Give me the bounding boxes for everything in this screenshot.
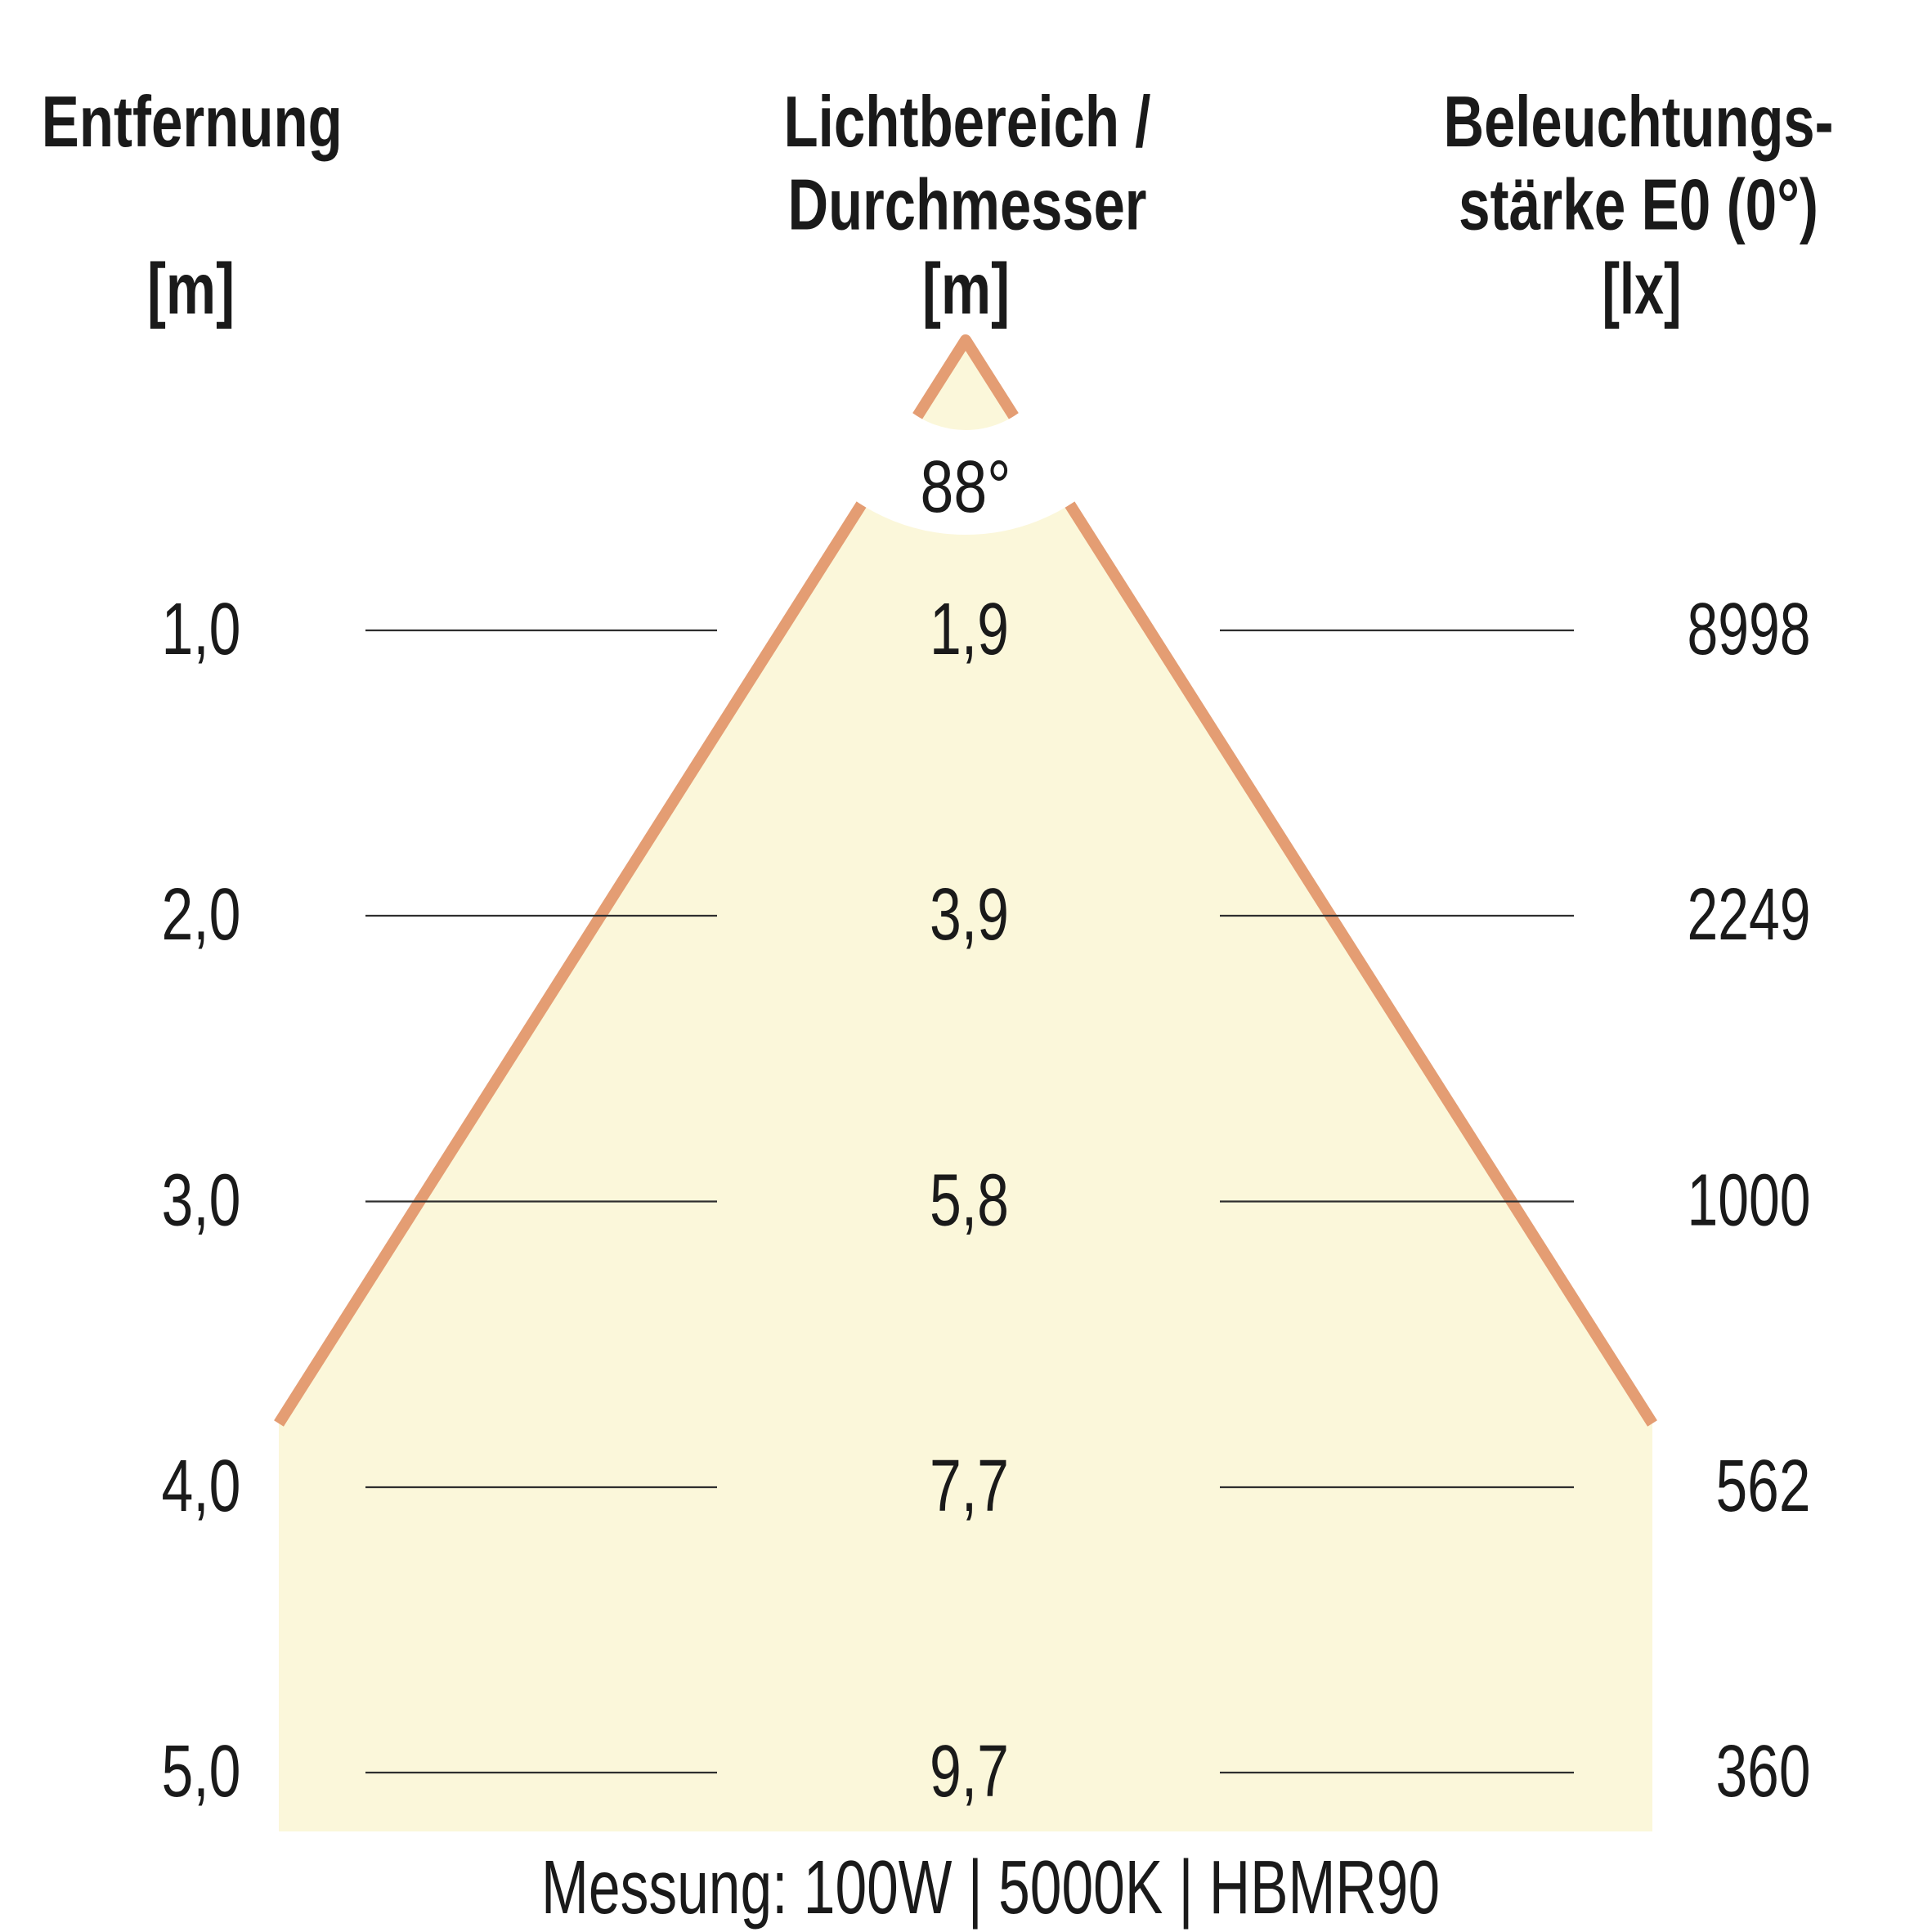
svg-text:[lx]: [lx] (1603, 249, 1682, 329)
svg-text:3,0: 3,0 (162, 1160, 241, 1242)
svg-text:360: 360 (1716, 1731, 1811, 1813)
svg-text:2249: 2249 (1688, 874, 1811, 956)
svg-text:5,0: 5,0 (162, 1731, 241, 1813)
svg-text:Messung: 100W | 5000K | HBMR90: Messung: 100W | 5000K | HBMR90 (541, 1845, 1440, 1930)
svg-text:7,7: 7,7 (930, 1446, 1009, 1527)
svg-text:8998: 8998 (1688, 589, 1811, 670)
svg-text:Entfernung: Entfernung (42, 81, 343, 162)
svg-text:9,7: 9,7 (930, 1731, 1009, 1813)
svg-text:3,9: 3,9 (930, 874, 1009, 956)
svg-text:Beleuchtungs-: Beleuchtungs- (1444, 81, 1834, 162)
svg-text:1000: 1000 (1688, 1160, 1811, 1242)
svg-text:5,8: 5,8 (930, 1160, 1009, 1242)
svg-text:1,9: 1,9 (930, 589, 1009, 670)
svg-text:88°: 88° (921, 446, 1011, 528)
svg-text:Lichtbereich /: Lichtbereich / (784, 81, 1151, 162)
svg-text:1,0: 1,0 (162, 589, 241, 670)
svg-text:[m]: [m] (922, 249, 1010, 329)
svg-text:562: 562 (1716, 1446, 1811, 1527)
svg-text:[m]: [m] (147, 249, 235, 329)
svg-text:2,0: 2,0 (162, 874, 241, 956)
svg-text:4,0: 4,0 (162, 1446, 241, 1527)
svg-text:Durchmesser: Durchmesser (788, 164, 1147, 245)
svg-text:stärke E0 (0°): stärke E0 (0°) (1459, 164, 1818, 245)
